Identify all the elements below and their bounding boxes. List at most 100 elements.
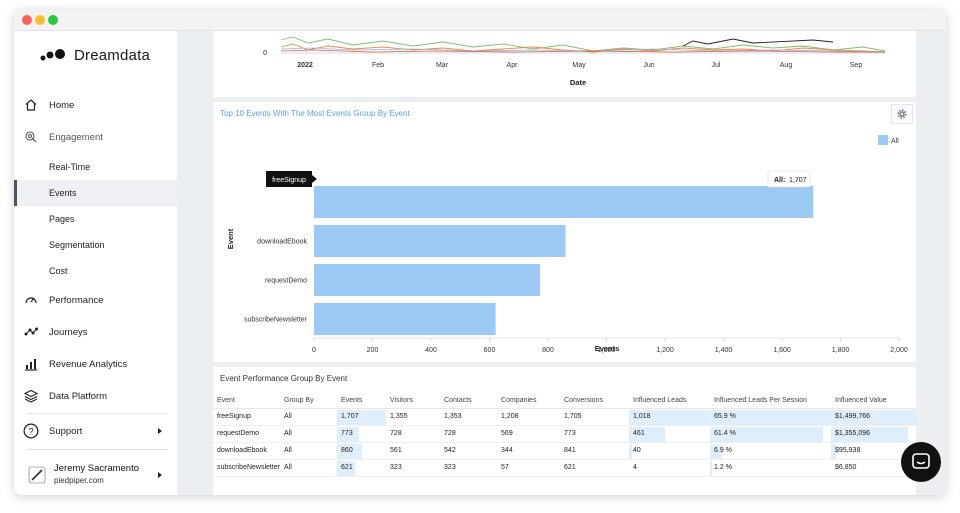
scrollbar-track[interactable] xyxy=(929,31,946,495)
subnav-real-time[interactable]: Real-Time xyxy=(14,154,177,180)
table-cell: 621 xyxy=(560,459,630,477)
window-titlebar xyxy=(14,9,946,31)
table-row[interactable]: downloadEbook All 860 561 542 344 841 40 6.9 % $9… xyxy=(213,442,917,460)
bar-subscribeNewsletter[interactable] xyxy=(314,303,496,335)
nav-data-platform-label: Data Platform xyxy=(49,390,108,402)
logo[interactable]: Dreamdata xyxy=(40,45,150,65)
table-cell: 1,353 xyxy=(440,408,498,426)
cell-text: requestDemo xyxy=(217,430,260,437)
col-header-event[interactable]: Event xyxy=(213,393,281,409)
cell-text: 61.4 % xyxy=(714,430,736,437)
col-header-influenced-leads-per-session[interactable]: Influenced Leads Per Session xyxy=(710,393,832,409)
col-header-contacts[interactable]: Contacts xyxy=(440,393,498,409)
series-line-green xyxy=(280,36,886,52)
table-cell: 323 xyxy=(386,459,441,477)
cell-text: 461 xyxy=(633,430,645,437)
subnav-cost[interactable]: Cost xyxy=(14,258,177,284)
value-tooltip: All: 1,707 xyxy=(767,170,811,188)
table-header-row: Event Group By Events Visitors Contacts … xyxy=(213,393,917,409)
dreamdata-logo-icon xyxy=(40,49,65,61)
bar-freeSignup[interactable] xyxy=(314,186,814,218)
date-chart-card: 0 2022 Feb Mar Apr May Jun Jul Aug Sep D… xyxy=(213,31,916,97)
nav-home[interactable]: Home xyxy=(14,92,177,118)
cell-bar xyxy=(337,443,362,459)
cell-text: 40 xyxy=(633,447,641,454)
cell-text: All xyxy=(284,430,292,437)
col-header-companies[interactable]: Companies xyxy=(497,393,561,409)
nav-revenue-analytics[interactable]: Revenue Analytics xyxy=(14,351,177,377)
cell-text: 1.2 % xyxy=(714,464,732,471)
bar-downloadEbook[interactable] xyxy=(314,225,566,257)
revenue-analytics-icon xyxy=(25,359,37,371)
cell-bar xyxy=(337,426,360,442)
table-row[interactable]: freeSignup All 1,707 1,355 1,353 1,208 1,705 1,… xyxy=(213,408,917,426)
col-header-influenced-leads[interactable]: Influenced Leads xyxy=(629,393,711,409)
table-cell: 728 xyxy=(386,425,441,443)
cell-text: 773 xyxy=(564,430,576,437)
cell-text: 344 xyxy=(501,447,513,454)
user-menu[interactable] xyxy=(14,453,177,491)
bars-group xyxy=(314,186,814,335)
tooltip-category-label: freeSignup xyxy=(272,177,306,184)
cell-text: 569 xyxy=(501,430,513,437)
table-cell: $1,355,096 xyxy=(831,425,917,443)
sidebar: Dreamdata Home Engagement Real-Time Even… xyxy=(14,31,177,495)
x-tick-label: 1,800 xyxy=(832,347,850,354)
x-tick-label: 400 xyxy=(425,347,437,354)
cell-bar xyxy=(710,443,723,459)
subnav-events-label: Events xyxy=(49,188,77,198)
subnav-segmentation[interactable]: Segmentation xyxy=(14,232,177,258)
chart-settings-button[interactable] xyxy=(891,104,913,124)
cell-text: 65.9 % xyxy=(714,413,736,420)
nav-engagement-label: Engagement xyxy=(49,131,103,143)
avatar xyxy=(28,466,46,484)
bar-requestDemo[interactable] xyxy=(314,264,541,296)
subnav-pages[interactable]: Pages xyxy=(14,206,177,232)
main-content[interactable]: 0 2022 Feb Mar Apr May Jun Jul Aug Sep D… xyxy=(177,31,946,495)
cell-text: 323 xyxy=(444,464,456,471)
minimize-window-button[interactable] xyxy=(35,15,45,25)
table-row[interactable]: requestDemo All 773 728 728 569 773 461 61.4 % $1… xyxy=(213,425,917,443)
col-header-influenced-value[interactable]: Influenced Value xyxy=(831,393,917,409)
cell-text: 1,018 xyxy=(633,413,651,420)
table-cell: subscribeNewsletter xyxy=(213,459,281,477)
table-cell: 65.9 % xyxy=(710,408,832,426)
x-tick-label: 0 xyxy=(312,347,316,354)
series-line-red xyxy=(280,49,885,53)
table-cell: 542 xyxy=(440,442,498,460)
cell-bar xyxy=(337,409,387,425)
col-header-visitors[interactable]: Visitors xyxy=(386,393,441,409)
cell-text: 561 xyxy=(390,447,402,454)
table-row[interactable]: subscribeNewsletter All 621 323 323 57 621 4 1.2… xyxy=(213,459,917,477)
legend-label-all[interactable]: All xyxy=(891,138,899,145)
date-tick-may: May xyxy=(572,62,586,69)
cell-text: 841 xyxy=(564,447,576,454)
nav-engagement[interactable]: Engagement xyxy=(14,124,177,150)
nav-data-platform[interactable]: Data Platform xyxy=(14,383,177,409)
col-header-events[interactable]: Events xyxy=(337,393,387,409)
col-header-conversions[interactable]: Conversions xyxy=(560,393,630,409)
close-window-button[interactable] xyxy=(22,15,32,25)
x-tick-label: 2,000 xyxy=(890,347,908,354)
subnav-pages-label: Pages xyxy=(49,214,75,224)
cell-bar xyxy=(337,460,355,476)
table-cell: 40 xyxy=(629,442,711,460)
nav-journeys[interactable]: Journeys xyxy=(14,319,177,345)
table-cell: 57 xyxy=(497,459,561,477)
col-header-group-by[interactable]: Group By xyxy=(280,393,338,409)
engagement-icon xyxy=(25,131,37,143)
subnav-events[interactable]: Events xyxy=(14,180,177,206)
category-tooltip: freeSignup xyxy=(266,171,317,187)
y-labels-group: downloadEbook requestDemo subscribeNewslet… xyxy=(244,239,308,324)
cell-text: $1,355,096 xyxy=(835,430,871,437)
table-cell: 1,208 xyxy=(497,408,561,426)
journeys-icon xyxy=(24,327,38,336)
x-ticks-group: 0 200 400 600 800 1,000 1,200 1,400 1,600 1,800 2,… xyxy=(312,337,908,354)
subnav-real-time-label: Real-Time xyxy=(49,162,91,172)
chat-button[interactable] xyxy=(901,442,941,482)
maximize-window-button[interactable] xyxy=(48,15,58,25)
nav-support[interactable]: ? Support xyxy=(14,418,177,444)
performance-table-body: freeSignup All 1,707 1,355 1,353 1,208 1,705 1,… xyxy=(213,408,917,477)
nav-performance[interactable]: Performance xyxy=(14,287,177,313)
app-window: Dreamdata Home Engagement Real-Time Even… xyxy=(14,9,946,495)
